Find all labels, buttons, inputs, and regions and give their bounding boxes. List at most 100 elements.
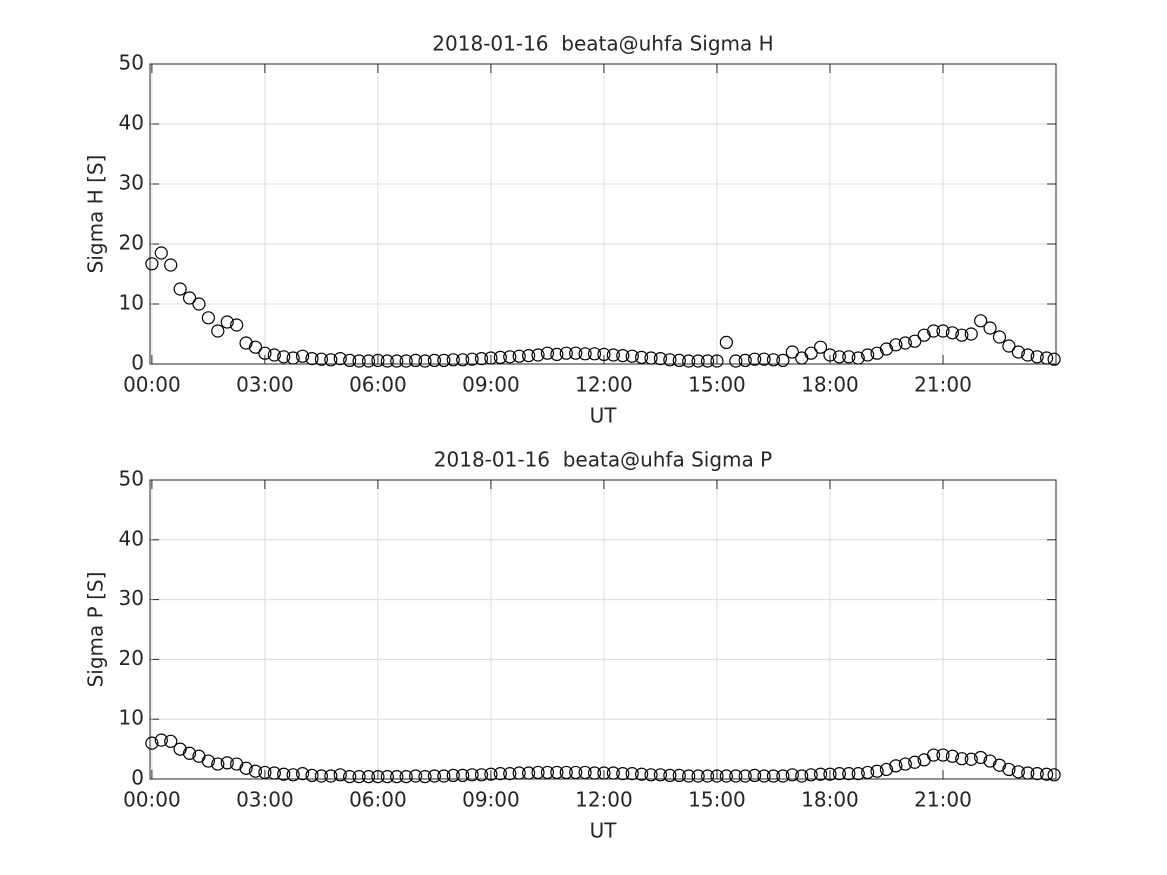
data-point [738, 769, 752, 783]
data-point [578, 347, 592, 361]
data-point [587, 347, 602, 361]
y-tick-label: 50 [119, 467, 144, 491]
data-point [267, 348, 281, 362]
data-point [719, 769, 733, 783]
data-point [182, 746, 197, 760]
data-point [503, 350, 517, 364]
plot-area [150, 64, 1056, 364]
data-point [766, 769, 781, 783]
data-point [484, 351, 498, 365]
y-tick-label: 40 [119, 111, 144, 135]
y-tick-label: 0 [131, 351, 144, 375]
data-point [531, 348, 545, 362]
x-tick-label: 00:00 [123, 788, 181, 812]
x-tick-label: 18:00 [801, 373, 859, 397]
data-point [597, 766, 611, 780]
data-point [785, 768, 799, 782]
data-point [277, 350, 291, 364]
data-point [154, 246, 168, 260]
data-point [983, 321, 997, 335]
data-point [842, 767, 856, 781]
axes-box [149, 63, 1057, 365]
data-point [992, 330, 1007, 344]
data-point [390, 770, 404, 784]
data-point [832, 767, 846, 781]
data-point [823, 767, 837, 781]
data-point [644, 351, 658, 365]
x-axis-label: UT [590, 819, 618, 843]
data-point [898, 336, 912, 350]
data-point [408, 769, 423, 783]
data-point [314, 352, 329, 366]
data-point [748, 352, 762, 366]
data-point [427, 769, 442, 783]
y-axis-label: Sigma H [S] [84, 155, 108, 274]
data-point [672, 768, 686, 783]
data-point [550, 347, 564, 361]
x-tick-label: 09:00 [462, 373, 520, 397]
data-point [823, 348, 837, 362]
data-point [1011, 345, 1025, 359]
data-point [1002, 339, 1016, 353]
data-point [719, 335, 733, 349]
data-point [842, 350, 856, 364]
data-point [446, 353, 460, 367]
data-point [870, 764, 884, 778]
data-point [898, 757, 912, 771]
data-point [192, 297, 206, 311]
data-point [465, 352, 479, 366]
data-point [766, 353, 781, 367]
data-point [164, 258, 178, 272]
data-point [776, 769, 790, 783]
x-tick-label: 12:00 [575, 788, 633, 812]
data-point [427, 353, 442, 367]
data-point [1039, 351, 1054, 365]
data-point [277, 767, 291, 781]
data-point [380, 354, 394, 368]
data-point [474, 768, 489, 782]
data-point [625, 349, 639, 363]
data-point [569, 765, 583, 780]
data-point [682, 354, 696, 368]
data-point [418, 770, 432, 784]
data-point [352, 354, 366, 368]
data-point [512, 766, 526, 780]
data-point [682, 769, 696, 783]
data-point [390, 354, 404, 368]
data-point [145, 257, 159, 271]
x-tick-label: 21:00 [914, 788, 972, 812]
y-tick-label: 10 [119, 291, 144, 315]
data-point [314, 769, 329, 783]
x-tick-label: 06:00 [349, 788, 407, 812]
data-point [493, 767, 507, 781]
data-point [653, 768, 668, 782]
x-tick-label: 09:00 [462, 788, 520, 812]
chart-title: 2018-01-16 beata@uhfa Sigma H [432, 32, 773, 56]
data-point [399, 770, 413, 784]
data-point [540, 346, 555, 360]
x-tick-label: 15:00 [688, 373, 746, 397]
data-point [324, 353, 338, 367]
data-point [343, 770, 357, 784]
data-point [813, 340, 828, 354]
y-tick-label: 30 [119, 171, 144, 195]
data-point [258, 346, 272, 360]
subplot: 0 10 20 30 40 50 00:00 03:00 06:00 09:00 12:00 15:0… [84, 32, 1061, 428]
data-point [879, 762, 894, 777]
data-point [804, 768, 818, 782]
data-point [710, 354, 724, 368]
data-point [1030, 767, 1044, 781]
x-tick-label: 12:00 [575, 373, 633, 397]
data-point [757, 352, 771, 366]
data-point [1021, 348, 1035, 362]
data-point [211, 324, 225, 338]
data-point [493, 350, 507, 364]
data-point [851, 767, 865, 781]
data-point [371, 770, 385, 784]
data-point [258, 765, 272, 780]
data-point [861, 765, 875, 780]
data-point [785, 345, 799, 359]
y-tick-label: 40 [119, 526, 144, 550]
data-point [201, 311, 215, 325]
